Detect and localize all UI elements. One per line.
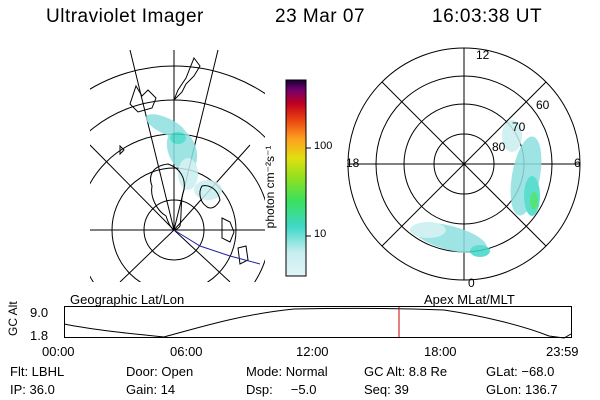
info-mode: Mode: Normal [246, 364, 328, 379]
orbit-xtick-1800: 18:00 [424, 344, 457, 359]
info-gain: Gain: 14 [126, 382, 176, 397]
mlt-label-12: 12 [476, 48, 490, 62]
info-dsp: Dsp: −5.0 [246, 382, 317, 397]
apex-label: Apex MLat/MLT [424, 292, 515, 307]
orbit-xtick-0000: 00:00 [42, 344, 75, 359]
mlt-label-0: 0 [468, 276, 475, 290]
colorbar-tick-100: 100 [314, 140, 333, 152]
orbit-xtick-2359: 23:59 [546, 344, 579, 359]
colorbar-unit-label: photon cm⁻²s⁻¹ [263, 145, 277, 229]
info-seq: Seq: 39 [364, 382, 409, 397]
orbit-xtick-0600: 06:00 [170, 344, 203, 359]
info-glon: GLon: 136.7 [486, 382, 558, 397]
orbit-altitude-plot [63, 306, 572, 339]
orbit-ytick-top: 9.0 [30, 305, 49, 320]
info-filter: Flt: LBHL [10, 364, 65, 379]
aurora-emission-apex [410, 120, 542, 257]
mlat-label-70: 70 [512, 120, 526, 134]
orbit-xtick-1200: 12:00 [296, 344, 329, 359]
apex-polar-plot [347, 47, 581, 281]
date-label: 23 Mar 07 [275, 6, 366, 27]
mlt-label-6: 6 [574, 156, 581, 170]
info-gc-alt: GC Alt: 8.8 Re [364, 364, 448, 379]
aurora-emission-geo [145, 114, 222, 200]
mlat-label-80: 80 [492, 140, 506, 154]
mlat-label-60: 60 [536, 98, 550, 112]
info-door: Door: Open [126, 364, 194, 379]
orbit-altitude-curve [63, 307, 572, 339]
mlt-label-18: 18 [346, 156, 360, 170]
info-glat: GLat: −68.0 [486, 364, 555, 379]
geographic-map [90, 50, 265, 282]
colorbar [285, 79, 311, 277]
instrument-title: Ultraviolet Imager [46, 6, 204, 27]
time-label: 16:03:38 UT [432, 6, 543, 27]
geographic-label: Geographic Lat/Lon [70, 292, 185, 307]
colorbar-tick-10: 10 [314, 228, 327, 240]
info-ip: IP: 36.0 [10, 382, 55, 397]
orbit-ytick-bottom: 1.8 [30, 328, 49, 343]
orbit-ylabel: GC Alt [6, 301, 20, 336]
